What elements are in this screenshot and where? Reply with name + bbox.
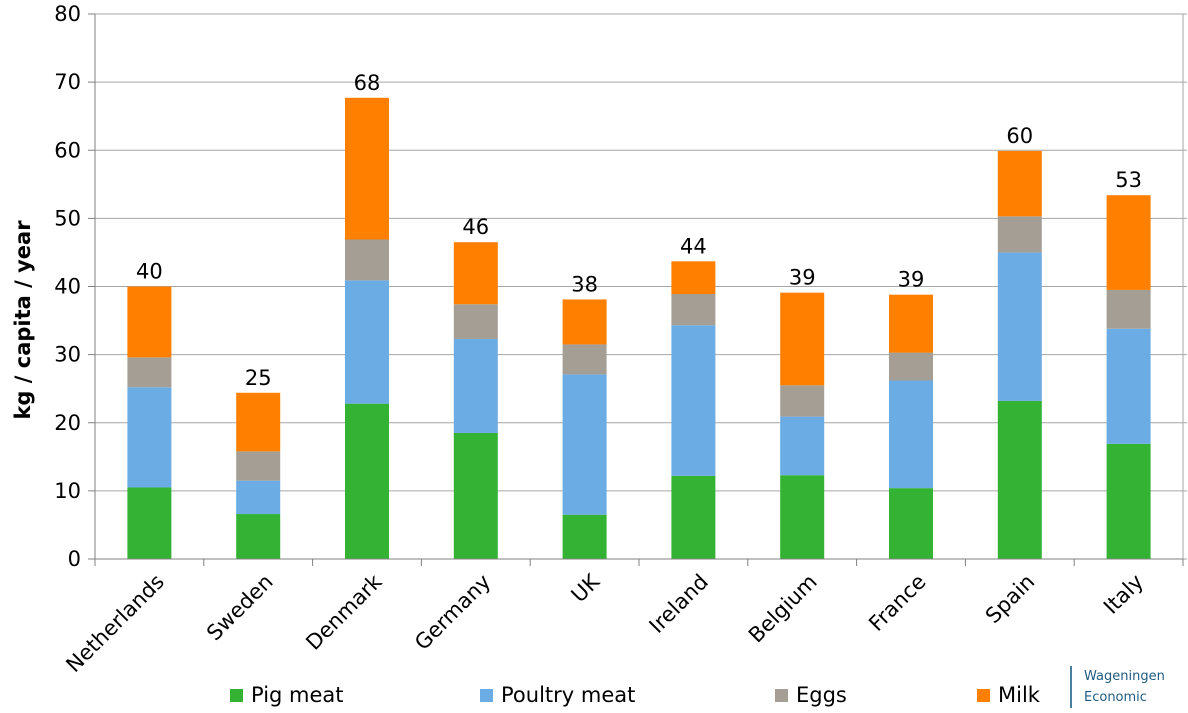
bar-segment-poultry-meat — [562, 374, 607, 515]
y-tick-label: 50 — [54, 206, 81, 230]
bar-segment-milk — [889, 294, 933, 353]
legend-label: Pig meat — [251, 683, 344, 707]
bar-segment-milk — [345, 97, 389, 240]
bar-segment-pig-meat — [889, 488, 933, 559]
logo-line-1: Wageningen — [1084, 669, 1165, 684]
y-tick-labels: 0 10 20 30 40 50 60 70 80 — [54, 2, 81, 571]
bars — [127, 97, 1151, 559]
total-label: 60 — [1006, 124, 1033, 148]
total-label: 39 — [789, 266, 816, 290]
legend-swatch-poultry-meat — [480, 688, 493, 702]
wageningen-logo: Wageningen Economic — [1070, 666, 1165, 708]
total-label: 40 — [136, 260, 163, 284]
bar-segment-eggs — [1106, 289, 1151, 329]
y-axis-label: kg / capita / year — [11, 220, 35, 420]
bar-segment-pig-meat — [1106, 443, 1151, 559]
x-tick-labels: Netherlands Sweden Denmark Germany UK Ireland… — [61, 569, 1148, 677]
bar-segment-eggs — [780, 385, 825, 417]
bar-segment-poultry-meat — [780, 416, 825, 476]
legend: Pig meat Poultry meat Eggs Milk — [0, 683, 1188, 713]
bar-segment-pig-meat — [780, 475, 825, 559]
y-tick-label: 60 — [54, 138, 81, 162]
legend-swatch-milk — [977, 688, 990, 702]
x-tick-label: Sweden — [202, 570, 278, 646]
bar-segment-milk — [671, 261, 716, 294]
legend-label: Eggs — [796, 683, 847, 707]
bar-segment-milk — [127, 286, 172, 358]
total-label: 38 — [571, 272, 598, 296]
x-tick-label: Denmark — [301, 569, 387, 655]
bar-segment-pig-meat — [127, 487, 172, 559]
total-labels: 40 25 68 46 38 44 39 39 60 53 — [136, 71, 1142, 390]
bar-segment-poultry-meat — [1106, 328, 1151, 444]
bar-segment-pig-meat — [236, 514, 281, 559]
stacked-bar-chart: 40 25 68 46 38 44 39 39 60 53 0 10 20 30 40 50 60 70 80 N… — [11, 2, 1187, 677]
x-tick-label: Italy — [1099, 570, 1148, 619]
bar-segment-poultry-meat — [127, 387, 172, 488]
bar-segment-eggs — [236, 451, 281, 481]
x-tick-label: Germany — [410, 570, 495, 655]
y-tick-label: 80 — [54, 2, 81, 26]
y-tick-label: 0 — [68, 547, 81, 571]
bar-segment-eggs — [889, 352, 933, 381]
x-tick-label: Spain — [981, 570, 1039, 628]
bar-segment-eggs — [127, 357, 172, 388]
bar-segment-milk — [453, 242, 498, 305]
legend-swatch-eggs — [775, 688, 788, 702]
bar-segment-pig-meat — [562, 514, 607, 559]
bar-segment-eggs — [453, 304, 498, 339]
y-tick-label: 40 — [54, 275, 81, 299]
legend-item-poultry-meat: Poultry meat — [480, 683, 635, 707]
total-label: 44 — [680, 234, 707, 258]
y-tick-label: 70 — [54, 70, 81, 94]
bar-segment-pig-meat — [345, 403, 389, 559]
bar-segment-poultry-meat — [889, 380, 933, 489]
bar-segment-pig-meat — [671, 475, 716, 559]
legend-label: Poultry meat — [501, 683, 636, 707]
bar-segment-pig-meat — [453, 432, 498, 559]
y-tick-label: 10 — [54, 479, 81, 503]
bar-segment-pig-meat — [997, 400, 1042, 559]
x-tick-label: Netherlands — [61, 570, 168, 677]
bar-segment-eggs — [671, 293, 716, 326]
total-label: 46 — [462, 215, 489, 239]
y-tick-label: 30 — [54, 343, 81, 367]
bar-segment-milk — [1106, 195, 1151, 290]
legend-item-milk: Milk — [977, 683, 1040, 707]
bar-segment-milk — [562, 299, 607, 345]
logo-line-2: Economic — [1084, 690, 1147, 705]
bar-segment-poultry-meat — [453, 338, 498, 433]
bar-segment-poultry-meat — [671, 325, 716, 476]
bar-segment-poultry-meat — [345, 280, 389, 404]
total-label: 25 — [245, 366, 272, 390]
bar-segment-eggs — [345, 239, 389, 281]
x-tick-label: Belgium — [744, 570, 822, 648]
x-tick-label: UK — [567, 569, 605, 607]
bar-segment-eggs — [562, 344, 607, 375]
bar-segment-poultry-meat — [236, 480, 281, 515]
bar-segment-milk — [997, 150, 1042, 217]
total-label: 39 — [898, 268, 925, 292]
bar-segment-milk — [780, 292, 825, 386]
x-tick-label: France — [864, 570, 930, 636]
legend-swatch-pig-meat — [230, 688, 243, 702]
x-tick-label: Ireland — [645, 570, 713, 638]
legend-label: Milk — [998, 683, 1040, 707]
legend-item-pig-meat: Pig meat — [230, 683, 344, 707]
bar-segment-eggs — [997, 216, 1042, 253]
total-label: 53 — [1115, 168, 1142, 192]
axes — [88, 13, 1187, 566]
total-label: 68 — [354, 71, 381, 95]
legend-item-eggs: Eggs — [775, 683, 847, 707]
bar-segment-milk — [236, 392, 281, 452]
y-tick-label: 20 — [54, 411, 81, 435]
bar-segment-poultry-meat — [997, 252, 1042, 401]
